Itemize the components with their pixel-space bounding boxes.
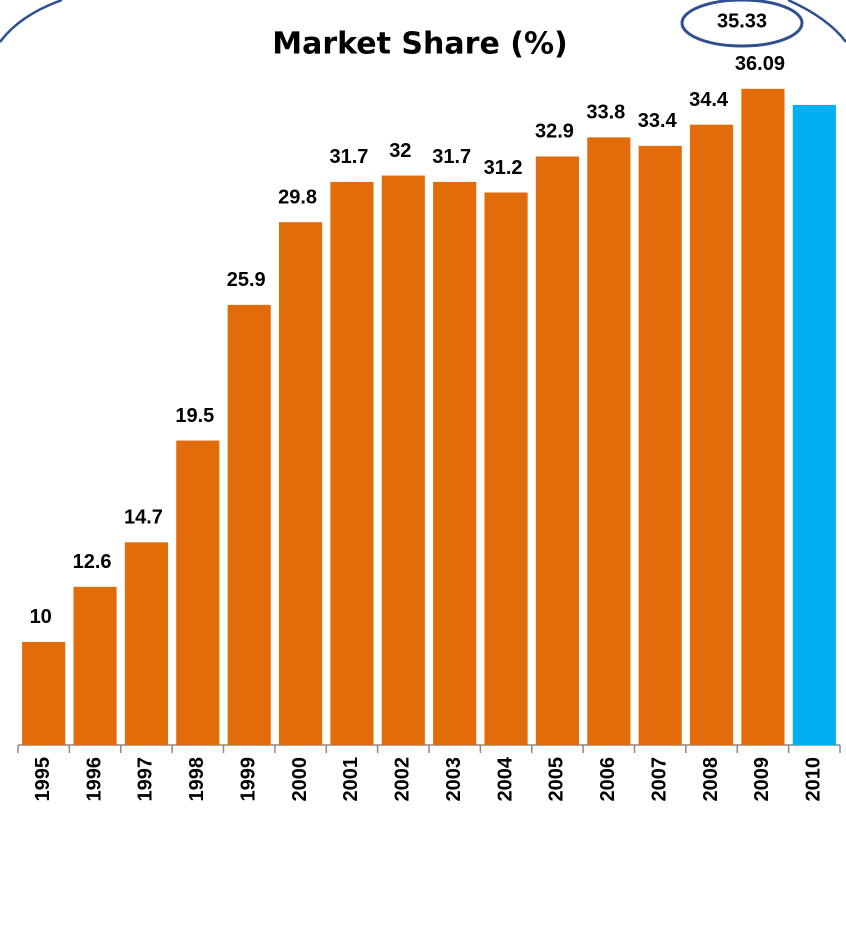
highlight-ellipse <box>680 0 804 48</box>
value-label: 19.5 <box>175 405 214 427</box>
value-label: 33.4 <box>638 110 678 132</box>
bar <box>484 192 528 745</box>
value-label: 25.9 <box>227 269 266 291</box>
value-label: 34.4 <box>689 89 729 111</box>
bar <box>792 104 836 745</box>
value-label: 36.09 <box>735 53 785 75</box>
bar <box>741 88 785 746</box>
x-tick-label: 2008 <box>700 757 722 802</box>
bar <box>535 156 580 746</box>
bar <box>433 181 477 745</box>
bar <box>330 181 374 745</box>
x-tick-label: 1999 <box>237 757 259 802</box>
bar <box>227 304 271 745</box>
chart-title: Market Share (%) <box>272 27 567 62</box>
x-tick-label: 2010 <box>803 757 825 802</box>
bar <box>176 440 220 745</box>
x-tick-label: 2001 <box>340 757 362 802</box>
bar <box>73 586 117 745</box>
value-label: 14.7 <box>124 507 163 529</box>
value-label: 31.7 <box>432 146 471 168</box>
x-tick-label: 1995 <box>32 757 54 802</box>
bar <box>22 641 66 745</box>
x-tick-label: 1996 <box>83 757 105 802</box>
value-label: 10 <box>30 606 52 628</box>
value-label: 32.9 <box>535 121 574 143</box>
bar <box>638 145 682 746</box>
x-tick-label: 1997 <box>135 757 157 802</box>
value-label: 31.7 <box>329 146 368 168</box>
x-tick-label: 2006 <box>597 757 619 802</box>
x-tick-label: 2000 <box>289 757 311 802</box>
x-tick-label: 1998 <box>186 757 208 802</box>
bar <box>381 175 425 746</box>
value-label: 29.8 <box>278 186 317 208</box>
x-tick-label: 2009 <box>751 757 773 802</box>
x-tick-label: 2004 <box>494 756 516 801</box>
bar <box>587 137 631 745</box>
value-label: 33.8 <box>586 102 625 124</box>
bar <box>124 542 169 745</box>
value-label: 35.33 <box>717 10 767 32</box>
frame-arc-right <box>787 0 846 43</box>
bar <box>278 222 323 745</box>
x-tick-label: 2005 <box>546 757 568 802</box>
value-label: 32 <box>389 140 411 162</box>
bar <box>689 124 734 745</box>
x-tick-label: 2003 <box>443 757 465 802</box>
value-label: 31.2 <box>484 157 523 179</box>
x-tick-label: 2002 <box>392 757 414 802</box>
x-tick-label: 2007 <box>648 757 670 802</box>
frame-arc-left <box>0 0 63 43</box>
value-label: 12.6 <box>73 551 112 573</box>
